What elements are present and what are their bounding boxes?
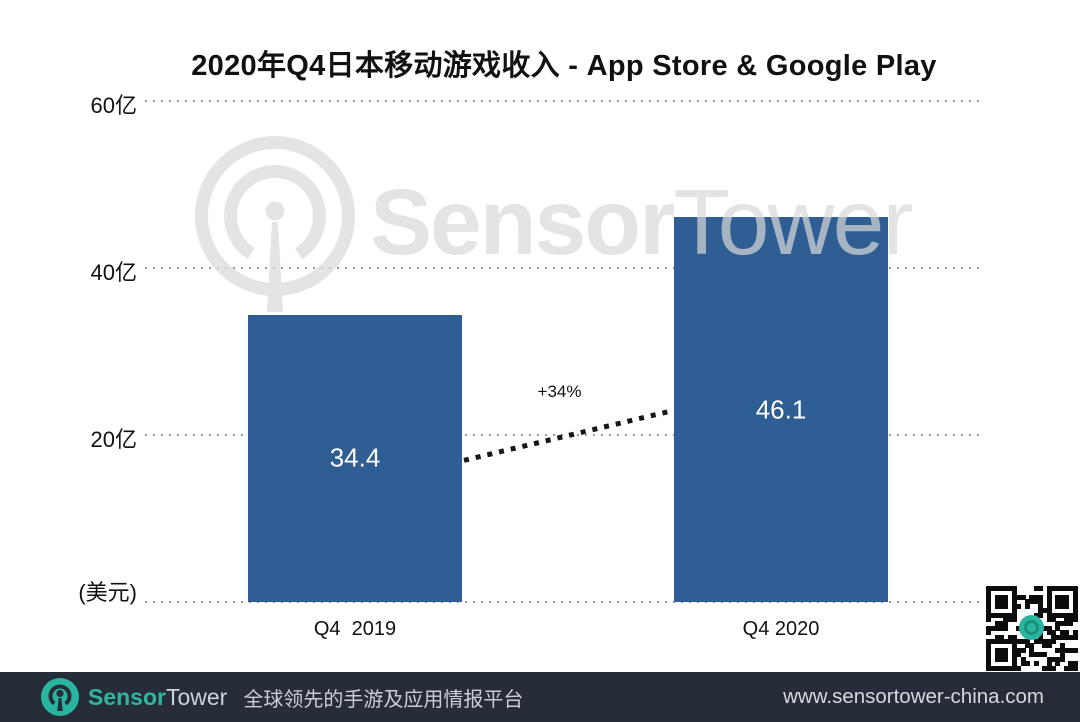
x-axis-label-q4-2020: Q4 2020	[742, 618, 820, 640]
footer-brand-sensor: Sensor	[88, 683, 166, 710]
y-tick-label-20: 20亿	[90, 427, 137, 452]
bar-q4-2019	[248, 314, 462, 602]
y-axis-unit-label: (美元)	[78, 580, 137, 605]
qr-modules	[986, 586, 1078, 671]
gridline-0	[145, 601, 980, 603]
sensortower-logo-icon	[195, 136, 355, 312]
x-axis-label-q4-2019: Q4 2019	[313, 618, 397, 640]
y-tick-label-60: 60亿	[90, 93, 137, 118]
growth-annotation: +34%	[537, 382, 582, 402]
bar-value-label: 34.4	[329, 442, 381, 473]
chart-title: 2020年Q4日本移动游戏收入 - App Store & Google Pla…	[191, 50, 937, 82]
footer-bar: SensorTower 全球领先的手游及应用情报平台 www.sensortow…	[0, 672, 1080, 722]
bar-value-label: 46.1	[755, 394, 807, 425]
y-tick-label-40: 40亿	[90, 260, 137, 285]
gridline-60	[145, 100, 980, 102]
gridline-40	[145, 267, 980, 269]
qr-code	[984, 584, 1079, 672]
sensortower-footer-logo-icon	[41, 678, 79, 716]
bar-q4-2020	[674, 217, 888, 602]
footer-brand-tower: Tower	[165, 683, 228, 710]
footer-url[interactable]: www.sensortower-china.com	[783, 685, 1044, 708]
watermark-brand-bold: Sensor	[370, 170, 675, 274]
footer-brand: SensorTower	[88, 684, 227, 711]
footer-tagline: 全球领先的手游及应用情报平台	[243, 688, 524, 711]
